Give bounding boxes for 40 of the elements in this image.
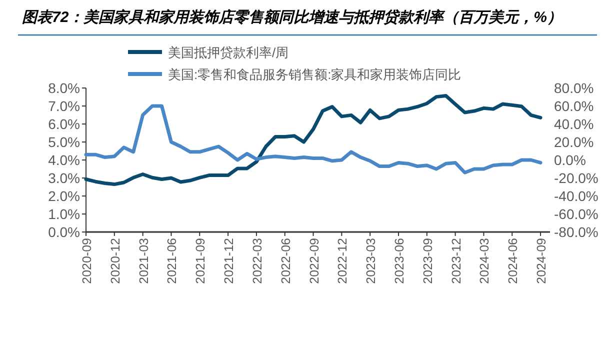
y2-tick-label: 20.0% bbox=[554, 134, 594, 150]
y-tick-label: 0.0% bbox=[48, 224, 80, 240]
x-tick-label: 2021-12 bbox=[222, 238, 236, 284]
x-tick-label: 2023-03 bbox=[364, 238, 378, 284]
y2-tick-label: 0.0% bbox=[554, 152, 586, 168]
x-tick-label: 2021-06 bbox=[165, 238, 180, 284]
y2-tick-label: -80.0% bbox=[554, 224, 598, 240]
x-tick-label: 2021-03 bbox=[136, 238, 151, 284]
y2-tick-label: 40.0% bbox=[554, 116, 594, 132]
y-tick-label: 5.0% bbox=[48, 134, 80, 150]
y-tick-label: 4.0% bbox=[48, 152, 80, 168]
y-tick-label: 1.0% bbox=[48, 206, 80, 222]
y-tick-label: 3.0% bbox=[48, 170, 80, 186]
y-tick-label: 7.0% bbox=[48, 98, 80, 114]
line-series bbox=[84, 94, 542, 186]
x-tick-label: 2020-12 bbox=[108, 238, 122, 284]
x-tick-label: 2022-09 bbox=[307, 238, 322, 284]
legend-label: 美国:零售和食品服务销售额:家具和家用装饰店同比 bbox=[168, 67, 462, 82]
y-tick-label: 8.0% bbox=[48, 80, 80, 96]
x-tick-label: 2024-09 bbox=[534, 238, 549, 284]
x-tick-label: 2023-09 bbox=[420, 238, 435, 284]
x-tick-label: 2022-12 bbox=[336, 238, 350, 284]
x-tick-label: 2024-06 bbox=[506, 238, 520, 284]
x-tick-label: 2024-03 bbox=[478, 238, 492, 284]
y2-tick-label: 60.0% bbox=[554, 98, 594, 114]
x-tick-label: 2022-03 bbox=[250, 238, 264, 284]
y-tick-label: 2.0% bbox=[48, 188, 80, 204]
line-series bbox=[84, 104, 542, 174]
y-tick-label: 6.0% bbox=[48, 116, 80, 132]
y2-tick-label: -60.0% bbox=[554, 206, 598, 222]
x-tick-label: 2023-12 bbox=[449, 238, 464, 284]
chart-title: 图表72：美国家具和家用装饰店零售额同比增速与抵押贷款利率（百万美元，%） bbox=[22, 8, 562, 26]
y2-tick-label: 80.0% bbox=[554, 80, 594, 96]
x-tick-label: 2020-09 bbox=[80, 238, 94, 284]
x-tick-label: 2021-09 bbox=[194, 238, 208, 284]
legend-label: 美国抵押贷款利率/周 bbox=[168, 45, 289, 60]
y2-tick-label: -20.0% bbox=[554, 170, 598, 186]
x-tick-label: 2023-06 bbox=[392, 238, 406, 284]
x-tick-label: 2022-06 bbox=[278, 238, 293, 284]
y2-tick-label: -40.0% bbox=[554, 188, 598, 204]
